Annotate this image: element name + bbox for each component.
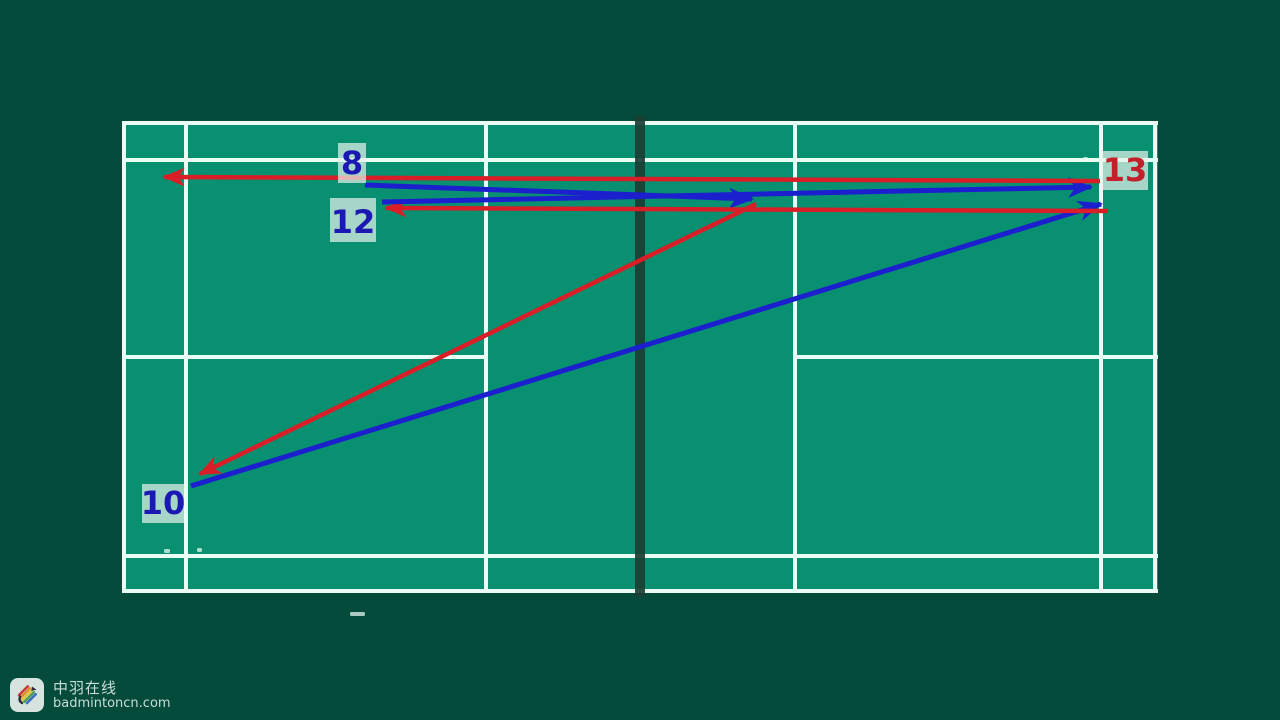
artifact-dash-below-court [350, 612, 365, 616]
artifact-dot-near-13 [1083, 157, 1088, 161]
shot-label-13: 13 [1102, 151, 1148, 190]
watermark-site-name: 中羽在线 [53, 678, 118, 697]
watermark: 中羽在线 badmintoncn.com [10, 678, 171, 712]
net-line [635, 116, 645, 597]
rally-arrow-red-clear-from-13 [162, 167, 1101, 187]
shot-label-12: 12 [330, 198, 376, 242]
shot-label-number: 12 [331, 203, 376, 241]
shot-label-number: 8 [341, 144, 363, 182]
shot-label-box [142, 484, 184, 523]
shot-label-10: 10 [141, 484, 186, 523]
rally-arrow-blue-drive-from-12 [381, 177, 1094, 205]
shot-label-number: 10 [141, 484, 186, 522]
badmintoncn-logo [10, 678, 44, 712]
artifact-dot-baseline-b [197, 548, 202, 552]
shot-label-box [330, 198, 376, 242]
rally-arrow-blue-clear-from-10 [190, 200, 1103, 489]
rally-arrow-red-diagonal-to-left [198, 201, 757, 477]
watermark-site-url: badmintoncn.com [53, 695, 171, 711]
artifact-dot-baseline-a [164, 549, 170, 553]
shot-label-box [1102, 151, 1148, 190]
rally-arrow-red-drive-to-12 [384, 198, 1109, 218]
shot-label-number: 13 [1103, 151, 1148, 189]
shot-label-box [338, 143, 366, 183]
shuttlecock-badge-icon [17, 685, 38, 705]
shot-label-8: 8 [338, 143, 366, 183]
